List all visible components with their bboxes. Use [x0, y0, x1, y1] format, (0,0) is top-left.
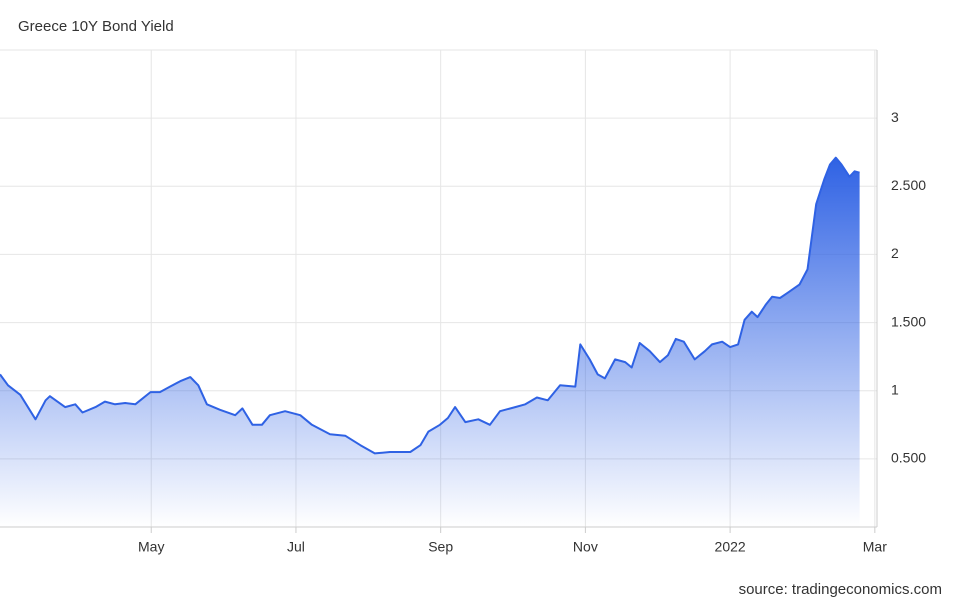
y-tick-label: 2 — [891, 245, 899, 261]
y-tick-label: 1.500 — [891, 313, 926, 329]
y-tick-label: 2.500 — [891, 177, 926, 193]
y-tick-label: 1 — [891, 381, 899, 397]
x-tick-label: 2022 — [715, 539, 746, 555]
y-tick-label: 3 — [891, 109, 899, 125]
line — [0, 156, 860, 455]
x-tick-label: Mar — [863, 539, 887, 555]
x-tick-label: Sep — [428, 539, 453, 555]
chart-title: Greece 10Y Bond Yield — [18, 18, 174, 35]
x-tick-label: May — [138, 539, 164, 555]
x-tick-label: Nov — [573, 539, 598, 555]
area — [0, 157, 860, 527]
x-tick-label: Jul — [287, 539, 305, 555]
source: source: tradingeconomics.com — [739, 581, 942, 598]
y-tick-label: 0.500 — [891, 450, 926, 466]
